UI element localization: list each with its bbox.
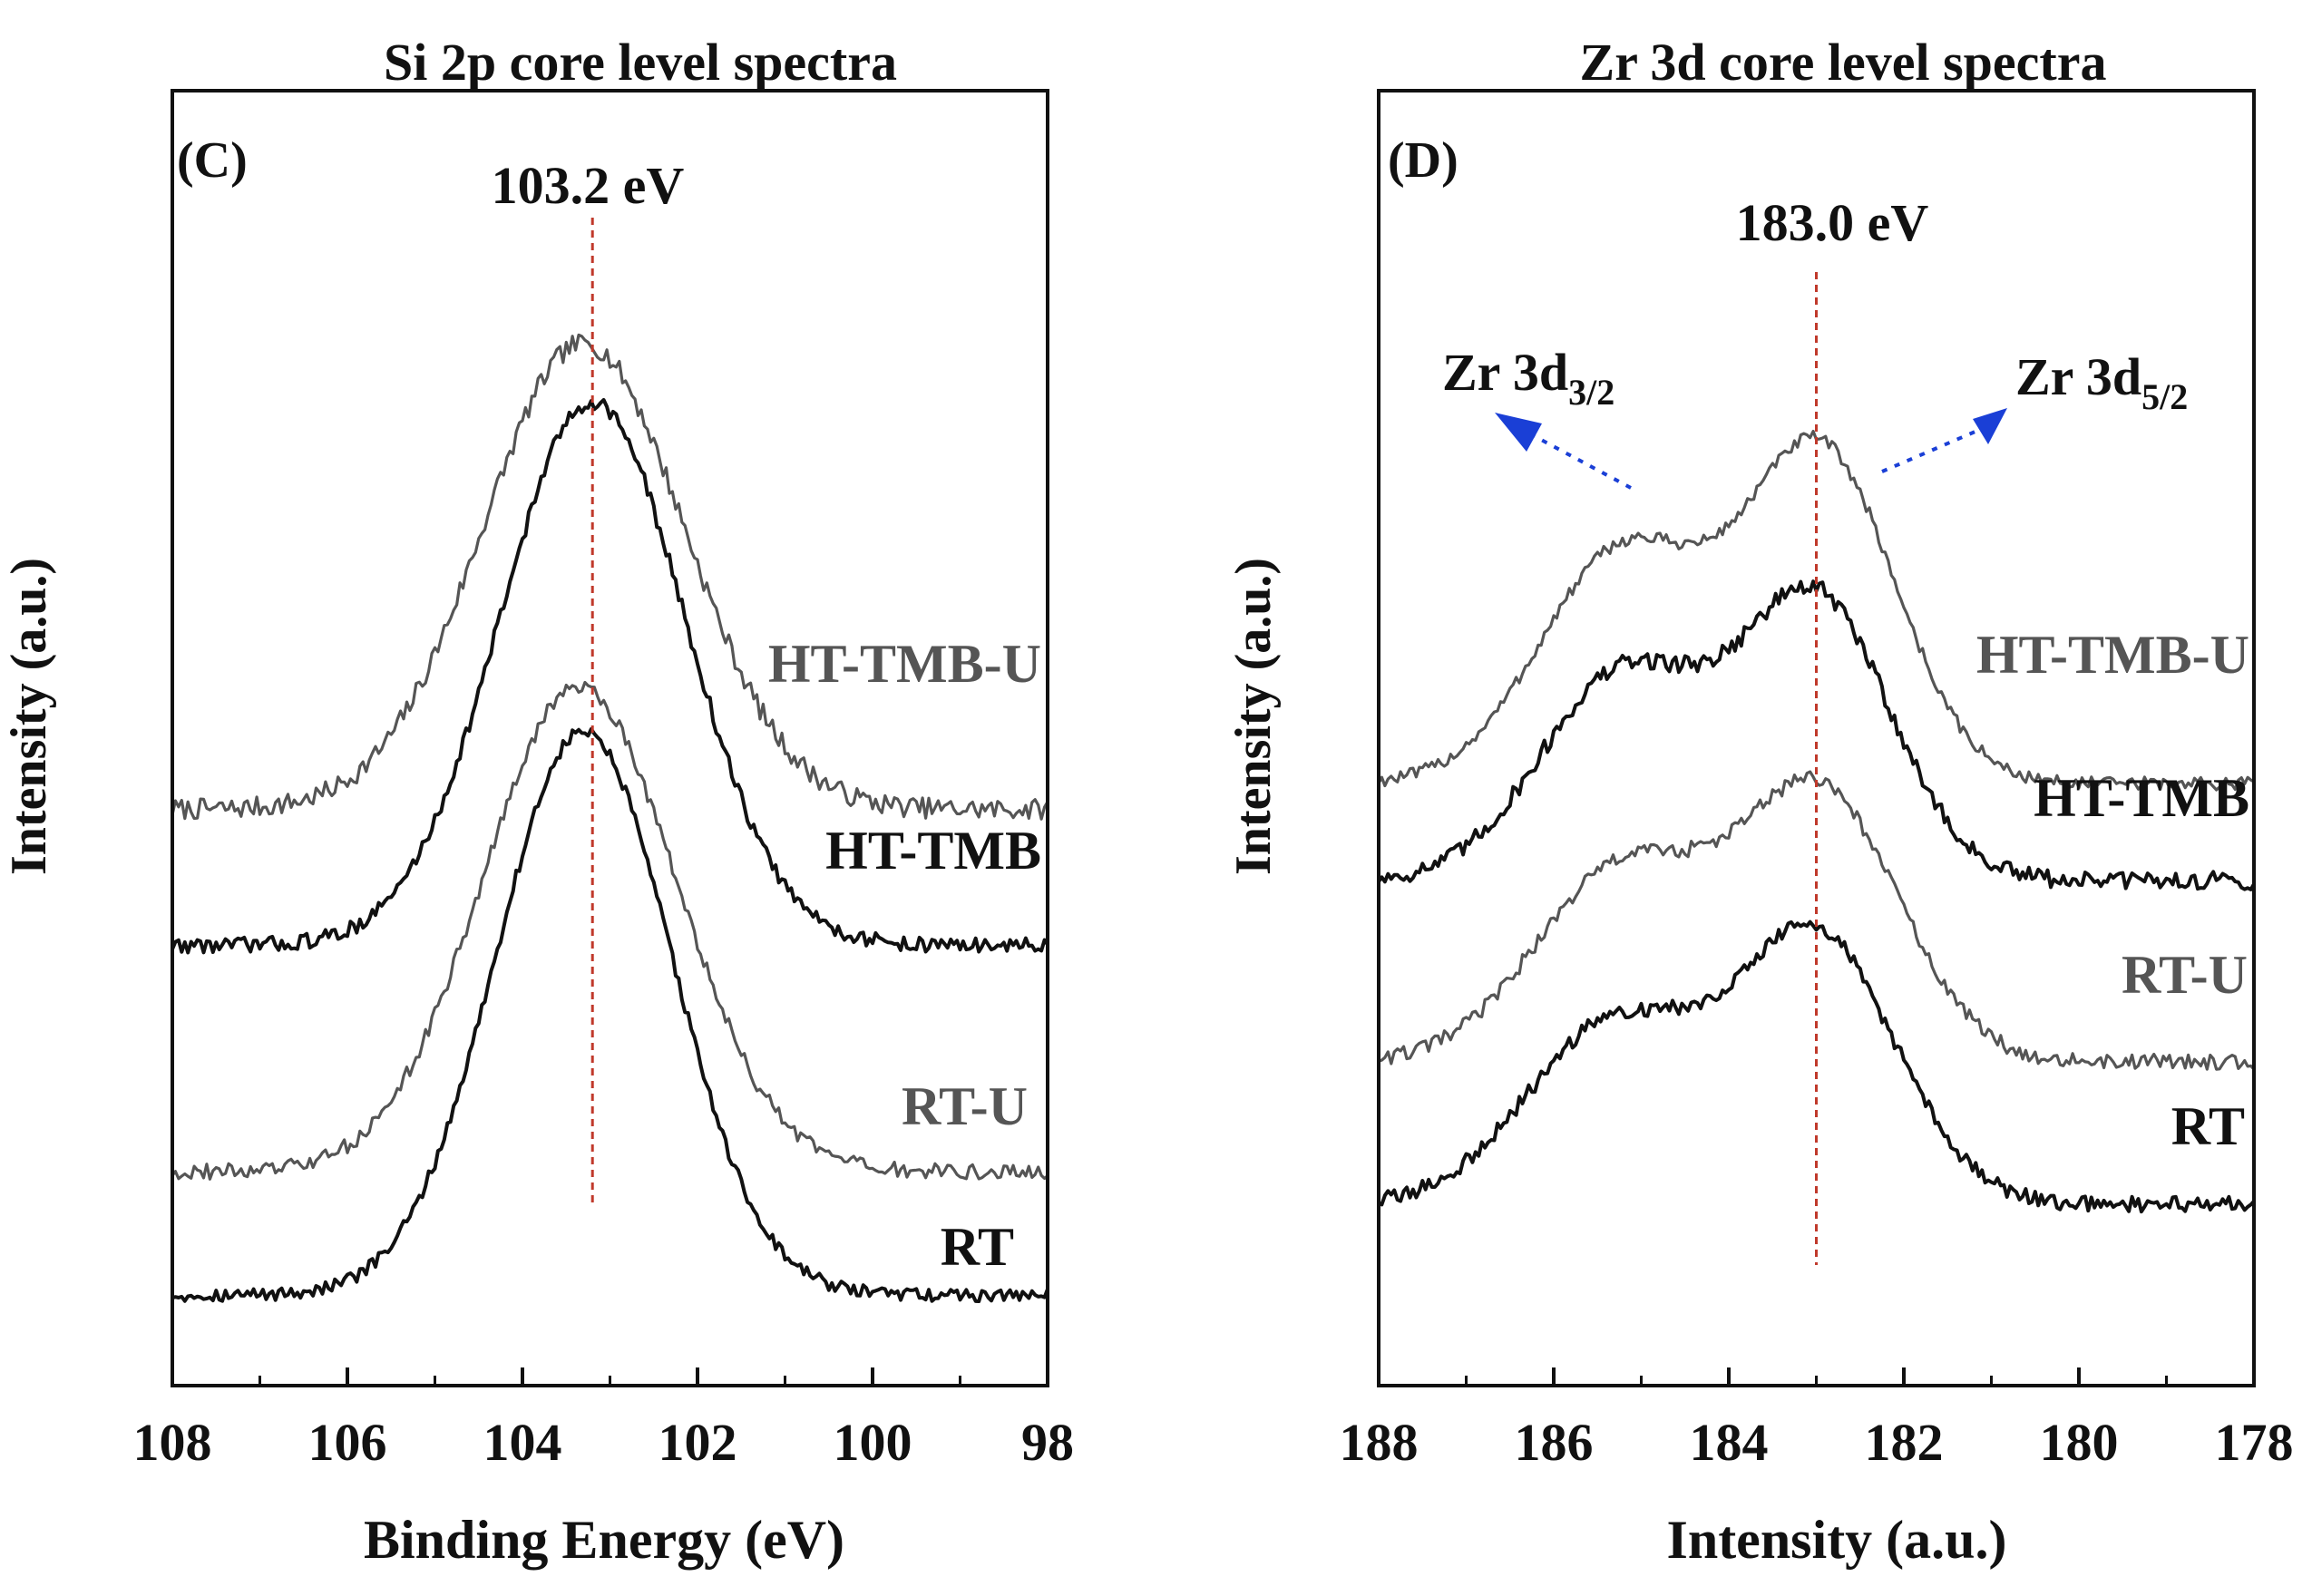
chart-title: Si 2p core level spectra	[384, 33, 897, 92]
x-axis-ticks: 108 106 104 102 100 98	[133, 1367, 1074, 1472]
series-line-ht-tmb	[171, 398, 1049, 955]
panel-label: (C)	[177, 132, 248, 189]
peak-marker-label: 183.0 eV	[1736, 193, 1929, 252]
series-line-rt	[171, 726, 1049, 1303]
series-line-rt	[1377, 920, 2256, 1214]
annotation-subscript: 3/2	[1568, 372, 1614, 413]
x-tick-label: 98	[1021, 1413, 1074, 1472]
arrow-right-head	[1973, 408, 2007, 444]
series-label-rt-u: RT-U	[2122, 945, 2248, 1005]
x-tick-label: 184	[1690, 1413, 1769, 1472]
y-axis-label: Intensity (a.u.)	[1, 558, 57, 875]
series-label-ht-tmb-u: HT-TMB-U	[1976, 625, 2249, 685]
series-label-rt: RT	[941, 1217, 1014, 1277]
panel-si-2p: Si 2p core level spectra Intensity (a.u.…	[1, 33, 1074, 1570]
x-tick-label: 106	[308, 1413, 387, 1472]
x-tick-label: 178	[2215, 1413, 2294, 1472]
x-axis-ticks: 188 186 184 182 180 178	[1340, 1367, 2294, 1472]
panel-zr-3d: Zr 3d core level spectra Intensity (a.u.…	[1225, 33, 2294, 1570]
y-axis-label: Intensity (a.u.)	[1225, 558, 1282, 875]
series-label-ht-tmb: HT-TMB	[825, 821, 1041, 881]
x-tick-label: 104	[483, 1413, 562, 1472]
x-tick-label: 186	[1515, 1413, 1594, 1472]
series-label-ht-tmb: HT-TMB	[2034, 768, 2249, 828]
annotation-base: Zr 3d	[2015, 347, 2141, 406]
series-label-rt: RT	[2171, 1096, 2245, 1156]
series-label-rt-u: RT-U	[902, 1076, 1028, 1136]
x-tick-label: 180	[2040, 1413, 2119, 1472]
x-axis-label: Intensity (a.u.)	[1666, 1510, 2006, 1570]
chart-title: Zr 3d core level spectra	[1580, 33, 2107, 92]
peak-marker-label: 103.2 eV	[492, 156, 685, 215]
series-line-rt-u	[171, 680, 1049, 1181]
arrow-right-line	[1881, 429, 1978, 473]
x-tick-label: 102	[658, 1413, 737, 1472]
arrow-left-head	[1495, 413, 1542, 452]
x-tick-label: 108	[133, 1413, 212, 1472]
x-tick-label: 188	[1340, 1413, 1419, 1472]
series-line-ht-tmb-u	[171, 333, 1049, 821]
plot-frame	[171, 89, 1049, 1387]
series-layer	[171, 333, 1049, 1303]
panel-label: (D)	[1388, 132, 1458, 189]
annotation-subscript: 5/2	[2141, 376, 2188, 417]
plot-frame	[1377, 89, 2256, 1387]
annotation-zr-3d52: Zr 3d5/2	[2015, 347, 2188, 417]
annotation-zr-3d32: Zr 3d3/2	[1442, 343, 1614, 413]
x-tick-label: 182	[1865, 1413, 1944, 1472]
x-tick-label: 100	[834, 1413, 912, 1472]
annotation-arrows	[1495, 408, 2007, 490]
series-label-ht-tmb-u: HT-TMB-U	[768, 634, 1041, 694]
annotation-base: Zr 3d	[1442, 343, 1568, 402]
x-axis-label: Binding Energy (eV)	[364, 1510, 844, 1570]
